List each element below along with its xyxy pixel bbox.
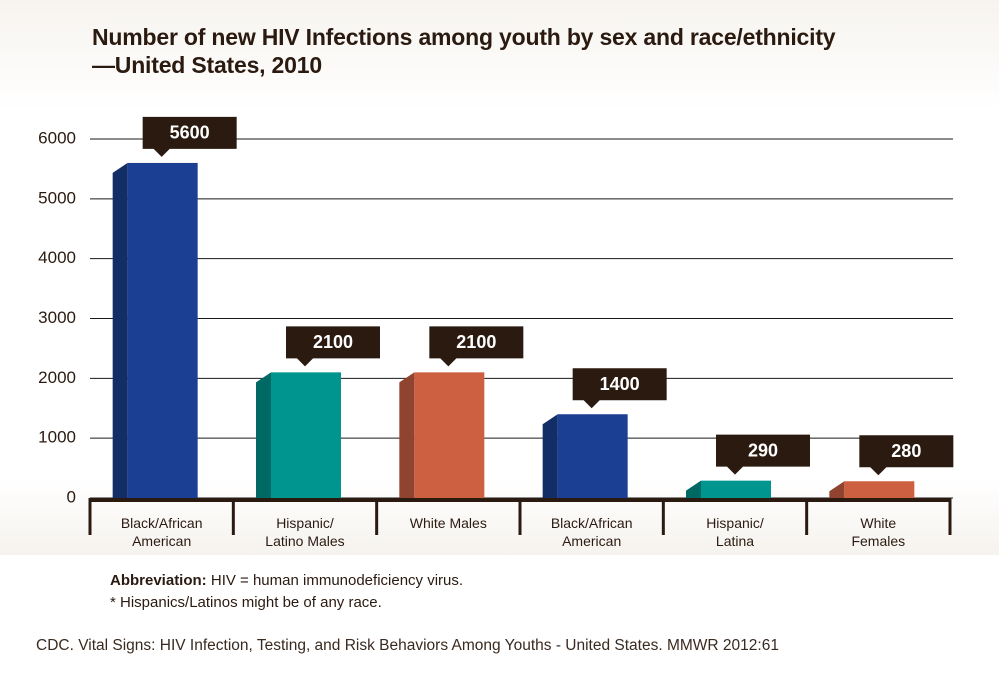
- value-label-box: [572, 368, 667, 409]
- y-tick-label: 2000: [38, 368, 76, 387]
- source: CDC. Vital Signs: HIV Infection, Testing…: [36, 637, 779, 654]
- x-tick-label: White Males: [409, 515, 487, 531]
- x-tick-label: Black/African American Males: [120, 515, 203, 554]
- bar: [414, 372, 485, 498]
- y-tick-label: 1000: [38, 428, 76, 447]
- x-tick-label-box: White Males: [409, 515, 487, 531]
- bar: [701, 480, 771, 498]
- value-label-box: [142, 116, 237, 157]
- footnote: Abbreviation: HIV = human immunodeficien…: [110, 572, 463, 589]
- value-label: 2100: [456, 332, 496, 352]
- value-label: 280: [891, 441, 921, 461]
- x-tick-label: White Females: [851, 515, 906, 549]
- y-tick-label: 6000: [38, 128, 76, 147]
- bar-side: [542, 414, 558, 498]
- bar-side: [399, 372, 415, 498]
- x-tick-label-box: Black/African American Females: [550, 515, 633, 554]
- bar-side: [256, 372, 271, 498]
- chart-subtitle: —United States, 2010: [92, 52, 322, 78]
- x-tick-label-box: Hispanic/ Latina Females: [706, 515, 764, 554]
- y-tick-label: 3000: [38, 308, 76, 327]
- footnote-text: HIV = human immunodeficiency virus.: [210, 572, 464, 589]
- value-label: 290: [748, 440, 778, 460]
- bar-side: [829, 481, 845, 498]
- bar: [557, 414, 628, 498]
- bar: [127, 162, 198, 498]
- bar: [271, 372, 341, 498]
- bar: [844, 481, 915, 498]
- value-label-box: [716, 434, 810, 475]
- value-label: 5600: [170, 123, 210, 143]
- x-tick-label: Black/African American Females: [550, 515, 633, 554]
- bar-side: [112, 162, 128, 498]
- y-tick-label: 0: [67, 487, 76, 506]
- x-tick-label-box: Hispanic/ Latino Males: [265, 515, 345, 549]
- x-tick-label-box: Black/African American Males: [120, 515, 203, 554]
- chart-title: Number of new HIV Infections among youth…: [92, 24, 836, 50]
- y-tick-label: 4000: [38, 248, 76, 267]
- value-label-box: [286, 326, 380, 367]
- footnote-label: Abbreviation:: [110, 572, 207, 589]
- bar-side: [686, 480, 701, 498]
- x-tick-label-box: White Females: [851, 515, 906, 549]
- x-tick-label: Hispanic/ Latina Females: [706, 515, 764, 554]
- y-tick-label: 5000: [38, 188, 76, 207]
- value-label-box: [429, 326, 524, 367]
- value-label: 1400: [600, 374, 640, 394]
- footnote: * Hispanics/Latinos might be of any race…: [110, 594, 382, 611]
- value-label-box: [859, 435, 954, 476]
- value-label: 2100: [313, 332, 353, 352]
- x-tick-label: Hispanic/ Latino Males: [265, 515, 345, 549]
